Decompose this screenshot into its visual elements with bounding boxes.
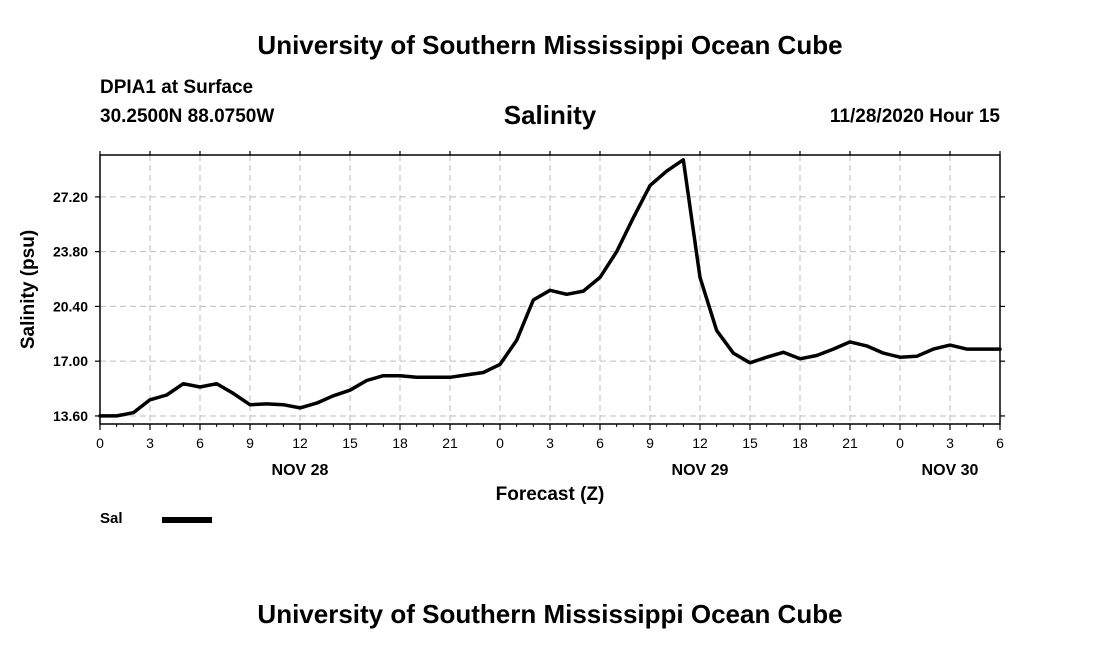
- day-label: NOV 28: [272, 462, 329, 479]
- y-axis-label: Salinity (psu): [18, 230, 39, 349]
- station-label: DPIA1 at Surface: [100, 77, 254, 98]
- footer-title: University of Southern Mississippi Ocean…: [257, 599, 843, 629]
- x-tick-label: 6: [196, 435, 204, 451]
- x-tick-label: 18: [392, 435, 408, 451]
- main-title: University of Southern Mississippi Ocean…: [257, 30, 843, 60]
- series-line-sal: [98, 158, 1002, 418]
- x-tick-label: 21: [842, 435, 858, 451]
- x-tick-label: 3: [546, 435, 554, 451]
- coordinates-label: 30.2500N 88.0750W: [100, 106, 275, 127]
- x-tick-label: 9: [246, 435, 254, 451]
- datetime-label: 11/28/2020 Hour 15: [829, 106, 1000, 127]
- x-tick-label: 15: [342, 435, 358, 451]
- x-tick-label: 9: [646, 435, 654, 451]
- legend-line-swatch: [162, 517, 212, 523]
- x-tick-label: 3: [946, 435, 954, 451]
- y-tick-label: 20.40: [53, 298, 88, 314]
- y-tick-label: 23.80: [53, 244, 88, 260]
- x-tick-label: 21: [442, 435, 458, 451]
- x-tick-label: 15: [742, 435, 758, 451]
- day-label: NOV 30: [922, 462, 979, 479]
- x-tick-label: 3: [146, 435, 154, 451]
- legend-label: Sal: [100, 510, 123, 527]
- chart-title: Salinity: [503, 100, 597, 130]
- x-tick-label: 6: [996, 435, 1004, 451]
- day-label: NOV 29: [672, 462, 729, 479]
- x-tick-label: 0: [496, 435, 504, 451]
- x-tick-label: 12: [292, 435, 308, 451]
- x-tick-label: 0: [896, 435, 904, 451]
- x-tick-label: 0: [96, 435, 104, 451]
- y-tick-label: 13.60: [53, 408, 88, 424]
- x-tick-label: 6: [596, 435, 604, 451]
- x-tick-label: 18: [792, 435, 808, 451]
- x-axis-label: Forecast (Z): [496, 484, 605, 505]
- y-tick-label: 17.00: [53, 353, 88, 369]
- y-tick-label: 27.20: [53, 189, 88, 205]
- x-tick-label: 12: [692, 435, 708, 451]
